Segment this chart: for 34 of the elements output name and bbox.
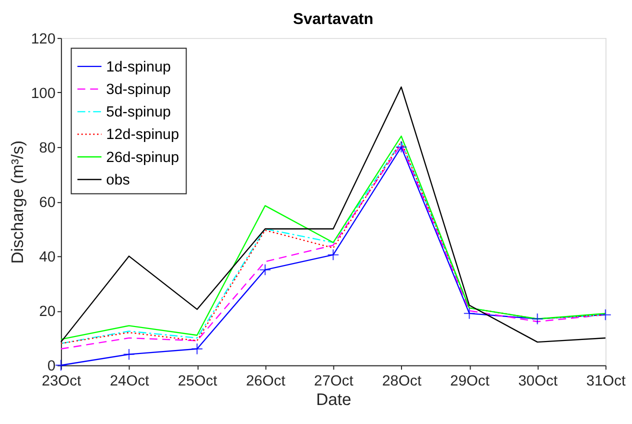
- x-tick-label: 30Oct: [518, 373, 558, 390]
- y-tick-label: 40: [39, 250, 56, 266]
- x-tick-label: 31Oct: [586, 373, 626, 390]
- point: [395, 141, 408, 154]
- x-axis-title: Date: [316, 390, 352, 410]
- legend-label: 12d-spinup: [106, 127, 180, 144]
- legend-label: obs: [106, 172, 130, 188]
- chart-title: Svartavatn: [293, 11, 374, 28]
- point: [123, 348, 135, 360]
- legend-label: 3d-spinup: [106, 82, 171, 98]
- y-tick-label: 120: [30, 31, 56, 48]
- x-tick-label: 25Oct: [178, 373, 218, 390]
- y-tick-label: 100: [30, 86, 56, 102]
- x-tick-label: 27Oct: [314, 373, 354, 390]
- point: [531, 312, 544, 325]
- point: [259, 264, 272, 276]
- point: [54, 359, 67, 372]
- point: [599, 308, 612, 321]
- y-tick-label: 20: [39, 304, 56, 320]
- y-tick-label: 0: [47, 358, 56, 375]
- point: [191, 342, 204, 355]
- x-tick-label: 24Oct: [110, 373, 150, 390]
- legend-label: 26d-spinup: [106, 150, 180, 166]
- x-tick-label: 26Oct: [246, 373, 286, 390]
- y-tick-label: 80: [39, 140, 56, 156]
- point: [327, 248, 340, 261]
- point: [463, 307, 476, 320]
- y-tick-label: 60: [39, 195, 56, 212]
- x-tick-label: 23Oct: [42, 373, 82, 390]
- legend-label: 5d-spinup: [106, 104, 171, 121]
- legend-label: 1d-spinup: [106, 59, 171, 76]
- y-axis-title: Discharge (m³/s): [8, 140, 28, 264]
- x-tick-label: 28Oct: [382, 373, 422, 390]
- x-tick-label: 29Oct: [450, 373, 490, 390]
